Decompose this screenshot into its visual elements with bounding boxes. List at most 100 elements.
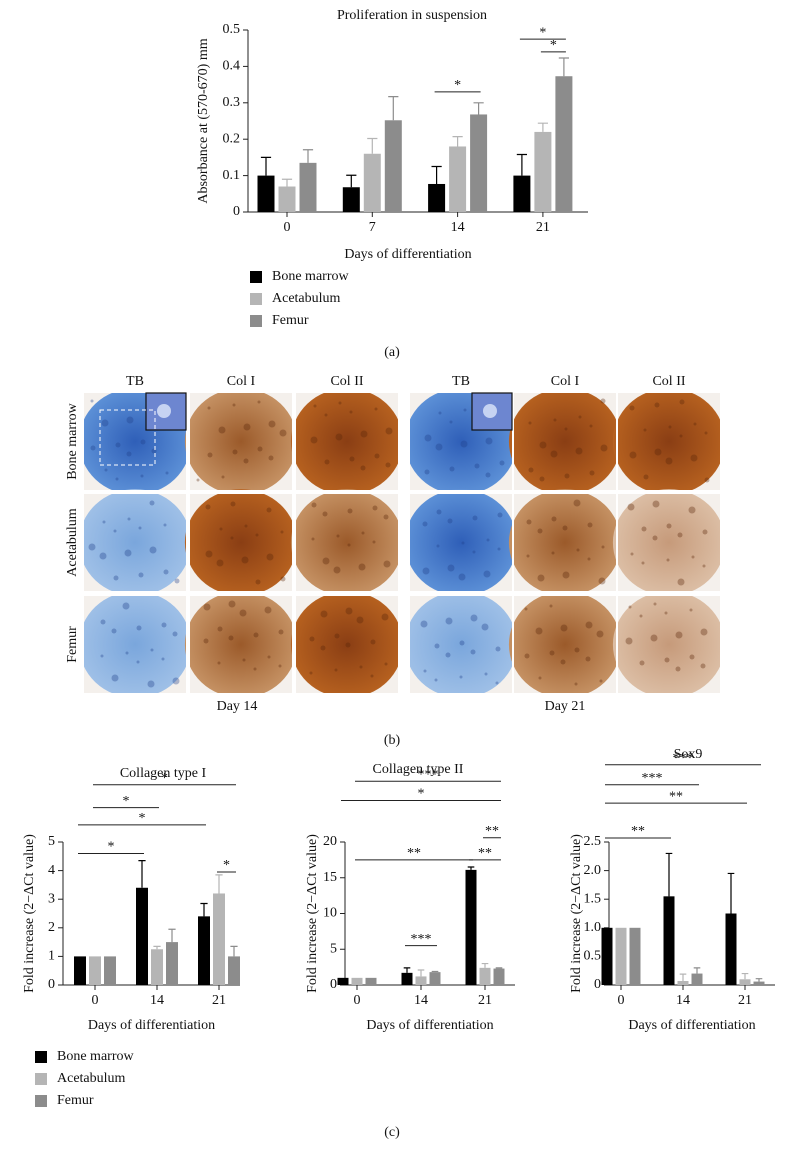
texture <box>654 402 660 408</box>
texture <box>138 526 142 530</box>
texture <box>564 473 570 479</box>
texture <box>207 406 211 410</box>
y-tick-label: 2.5 <box>584 834 602 849</box>
error-bar <box>473 102 484 115</box>
texture <box>266 507 272 513</box>
texture <box>472 550 476 554</box>
gap <box>70 388 84 698</box>
texture <box>549 650 555 656</box>
texture <box>101 419 109 427</box>
error-bar <box>403 967 411 973</box>
bar <box>470 114 488 212</box>
y-tick-label: 0.5 <box>584 949 602 964</box>
tissue <box>78 489 192 596</box>
bar <box>428 183 446 212</box>
y-axis-label: Fold increase (2−ΔCt value) <box>22 834 37 993</box>
bar <box>601 927 613 985</box>
x-axis-label: Days of differentiation <box>88 1018 215 1033</box>
texture <box>360 430 368 438</box>
texture <box>347 508 353 514</box>
texture <box>585 621 593 629</box>
texture <box>486 538 490 542</box>
texture <box>243 423 251 431</box>
gap <box>80 591 725 596</box>
y-tick-label: 1.0 <box>584 920 602 935</box>
bar <box>104 956 116 985</box>
panel-label: (a) <box>384 345 400 360</box>
texture <box>278 629 284 635</box>
y-tick-label: 0 <box>594 977 601 992</box>
y-tick-label: 0 <box>330 977 337 992</box>
image-row-label: Bone marrow <box>65 402 80 479</box>
error-bar <box>516 153 527 176</box>
bar <box>629 927 641 985</box>
texture <box>333 566 341 574</box>
significance-label: * <box>223 858 230 873</box>
texture <box>205 504 211 510</box>
texture <box>702 529 708 535</box>
texture <box>629 451 637 459</box>
texture <box>217 661 221 665</box>
x-tick-label: 0 <box>618 993 625 1008</box>
y-tick-label: 10 <box>323 906 337 921</box>
texture <box>239 609 247 617</box>
tissue <box>290 591 404 698</box>
texture <box>497 512 503 518</box>
texture <box>383 560 391 568</box>
texture <box>654 448 662 456</box>
texture <box>700 663 706 669</box>
panel-label: (c) <box>384 1125 400 1140</box>
y-tick-label: 0.5 <box>223 22 241 37</box>
texture <box>598 577 606 585</box>
gap <box>292 388 296 698</box>
tissue <box>184 388 298 495</box>
texture <box>88 543 96 551</box>
texture <box>374 453 380 459</box>
image-column-label: Col II <box>652 374 685 389</box>
gap <box>720 388 740 698</box>
significance-label: ** <box>631 824 645 839</box>
texture <box>196 478 200 482</box>
texture <box>138 572 144 578</box>
texture <box>690 454 698 462</box>
texture <box>381 613 389 621</box>
texture <box>461 541 465 545</box>
x-tick-label: 14 <box>414 993 428 1008</box>
tissue <box>612 489 726 596</box>
texture <box>627 503 635 511</box>
texture <box>243 458 249 464</box>
texture <box>345 642 351 648</box>
texture <box>163 569 169 575</box>
texture <box>150 648 154 652</box>
tissue <box>508 591 622 698</box>
texture <box>90 399 94 403</box>
texture <box>100 619 106 625</box>
bar <box>151 949 163 985</box>
texture <box>279 429 287 437</box>
texture <box>266 553 274 561</box>
texture <box>324 459 330 465</box>
texture <box>472 515 478 521</box>
y-tick-label: 0.1 <box>223 168 241 183</box>
significance-label: ** <box>478 846 492 861</box>
texture <box>600 398 606 404</box>
texture <box>436 544 440 548</box>
texture <box>124 549 132 557</box>
texture <box>664 611 668 615</box>
significance-label: * <box>418 787 425 802</box>
texture <box>126 451 132 457</box>
legend-label: Bone marrow <box>272 269 349 284</box>
texture <box>553 418 557 422</box>
texture <box>447 518 453 524</box>
bar <box>337 977 349 985</box>
error-bar <box>431 970 439 973</box>
legend-label: Bone marrow <box>57 1049 134 1064</box>
texture <box>459 640 465 646</box>
error-bar <box>481 962 489 968</box>
texture <box>218 426 226 434</box>
legend-label: Acetabulum <box>57 1071 126 1086</box>
bar <box>363 153 381 212</box>
texture <box>574 647 580 653</box>
group-label: Day 14 <box>217 699 258 714</box>
